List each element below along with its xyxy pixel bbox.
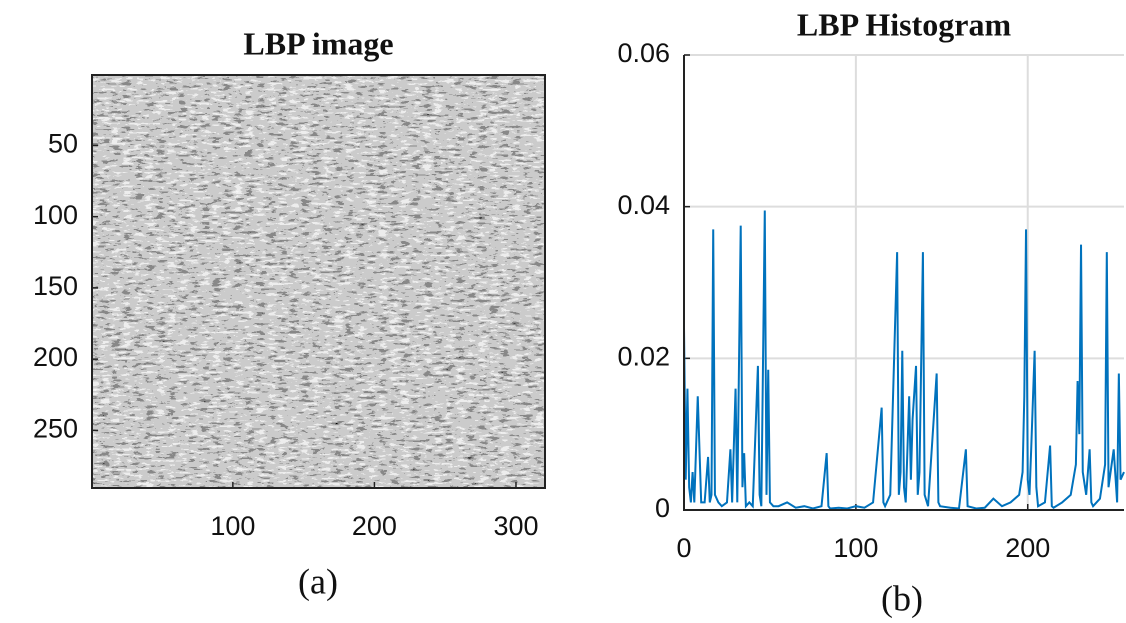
x-tick-label: 100 <box>210 511 255 541</box>
x-tick-label: 200 <box>1005 533 1050 563</box>
x-tick-label: 300 <box>493 511 538 541</box>
y-tick-label: 150 <box>33 271 78 301</box>
y-tick-label: 0.02 <box>617 341 670 371</box>
y-tick-label: 0.04 <box>617 190 670 220</box>
y-tick-label: 0.06 <box>617 38 670 68</box>
lbp-image <box>92 75 545 488</box>
chart-title: LBP image <box>243 25 393 61</box>
y-tick-label: 200 <box>33 342 78 372</box>
x-tick-label: 200 <box>352 511 397 541</box>
axes-box <box>91 74 546 489</box>
histogram-line <box>683 210 1125 510</box>
y-tick-label: 250 <box>33 413 78 443</box>
caption: (a) <box>298 561 338 601</box>
chart-title: LBP Histogram <box>797 6 1012 42</box>
y-tick-label: 0 <box>655 493 670 523</box>
y-tick-label: 50 <box>48 129 78 159</box>
axes <box>683 55 1124 511</box>
x-tick-label: 100 <box>833 533 878 563</box>
x-tick-label: 0 <box>676 533 691 563</box>
y-tick-label: 100 <box>33 200 78 230</box>
caption: (b) <box>881 578 923 618</box>
